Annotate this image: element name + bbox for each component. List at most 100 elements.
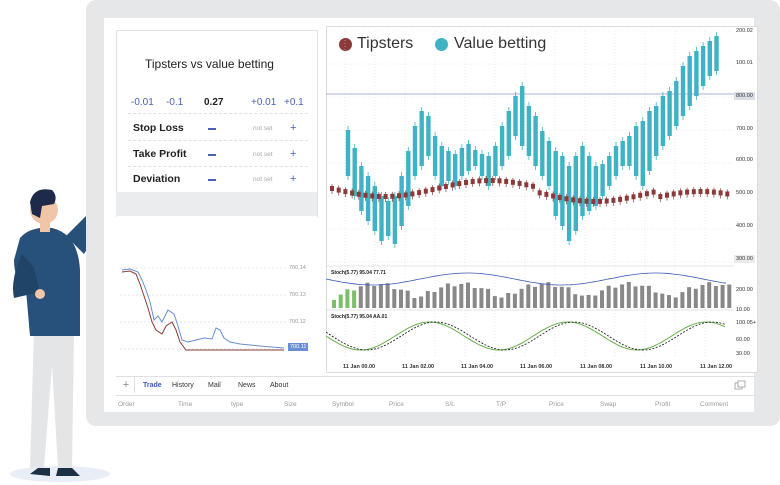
value-step-minus-large[interactable]: -0.1	[166, 97, 184, 108]
mini-tick-label: 700.12	[289, 319, 306, 325]
tipsters-candle	[644, 191, 649, 197]
tipsters-candle	[604, 198, 609, 204]
column-header[interactable]: Size	[284, 401, 297, 408]
stop-loss-value[interactable]: not set	[253, 125, 273, 132]
column-header[interactable]: S/L	[445, 401, 455, 408]
tab-trade[interactable]: Trade	[143, 382, 162, 389]
value-betting-candle	[593, 166, 599, 206]
deviation-plus-button[interactable]: +	[290, 173, 297, 185]
value-betting-candle	[365, 176, 371, 221]
volume-bar	[486, 288, 491, 308]
tipsters-candle	[370, 193, 375, 199]
volume-bar	[700, 285, 705, 308]
value-betting-candle	[406, 151, 411, 206]
deviation-value[interactable]: not set	[253, 176, 273, 183]
stoch-axis-label: 100.05+	[736, 320, 757, 326]
value-step-plus-large[interactable]: +0.1	[284, 97, 304, 108]
panel-footer	[116, 192, 317, 216]
tipsters-candle	[330, 186, 334, 191]
volume-bar	[378, 284, 383, 308]
tipsters-candle	[417, 190, 422, 196]
take-profit-plus-button[interactable]: +	[290, 148, 297, 160]
tipsters-candle	[631, 194, 636, 200]
main-chart[interactable]	[326, 26, 758, 373]
tipsters-candle	[618, 196, 623, 202]
stoch-label-2: Stoch(5.77) 95.04 AA.01	[331, 314, 388, 320]
tab-mail[interactable]: Mail	[208, 382, 221, 389]
value-betting-candle	[479, 154, 485, 176]
value-betting-candle	[466, 144, 471, 171]
price-axis-current: 800.00	[734, 92, 755, 100]
value-betting-candle	[694, 51, 699, 96]
value-step-minus-small[interactable]: -0.01	[131, 97, 154, 108]
mini-current-price: 700.11	[288, 343, 309, 351]
column-header[interactable]: Symbol	[332, 401, 354, 408]
deviation-minus-button[interactable]	[208, 179, 216, 181]
maximize-icon[interactable]	[734, 380, 746, 390]
column-header[interactable]: Swap	[600, 401, 617, 408]
stoch-axis-label: 10.00	[736, 307, 750, 313]
column-header[interactable]: Order	[118, 401, 135, 408]
stop-loss-plus-button[interactable]: +	[290, 122, 297, 134]
tipsters-candle	[651, 189, 656, 195]
column-header[interactable]: T/P	[496, 401, 507, 408]
value-betting-candle	[386, 201, 391, 236]
volume-bar	[559, 286, 564, 308]
volume-bar	[419, 296, 424, 308]
tipsters-candle	[658, 194, 663, 200]
value-betting-candle	[520, 86, 525, 146]
price-axis-label: 200.02	[736, 28, 753, 34]
value-betting-candle	[700, 46, 706, 86]
value-betting-candle	[459, 148, 465, 176]
stop-loss-minus-button[interactable]	[208, 128, 216, 130]
value-betting-candle	[613, 146, 619, 176]
deviation-label: Deviation	[133, 173, 181, 185]
time-axis-label: 11 Jan 04.00	[461, 364, 494, 370]
take-profit-value[interactable]: not set	[253, 151, 273, 158]
mini-series-red	[121, 270, 284, 351]
volume-bar	[687, 287, 692, 308]
tipsters-candle	[598, 198, 602, 204]
column-header[interactable]: type	[231, 401, 244, 408]
value-betting-candle	[506, 111, 511, 156]
column-header[interactable]: Price	[549, 401, 564, 408]
tipsters-candle	[665, 192, 669, 198]
tipsters-candle	[376, 193, 381, 199]
value-betting-candle	[654, 106, 659, 156]
person-illustration	[13, 167, 120, 476]
time-axis-label: 11 Jan 00.00	[343, 364, 376, 370]
value-betting-candle	[560, 156, 565, 226]
separator	[128, 140, 308, 141]
take-profit-minus-button[interactable]	[208, 154, 216, 156]
value-betting-candle	[399, 176, 404, 226]
value-step-plus-small[interactable]: +0.01	[251, 97, 277, 108]
candlestick-plot	[326, 30, 734, 358]
column-header[interactable]: Comment	[700, 401, 729, 408]
column-header[interactable]: Price	[389, 401, 404, 408]
tipsters-candle	[336, 187, 341, 193]
value-betting-candle	[379, 196, 384, 241]
column-header[interactable]: Time	[178, 401, 193, 408]
tab-about[interactable]: About	[270, 382, 289, 389]
price-axis-label: 400.00	[736, 223, 753, 229]
tab-history[interactable]: History	[172, 382, 194, 389]
terminal-tabs-bar	[116, 376, 756, 396]
add-tab-button[interactable]: +	[118, 377, 135, 393]
tipsters-candle	[691, 189, 696, 195]
volume-bar	[506, 292, 511, 308]
column-header[interactable]: Profit	[655, 401, 671, 408]
volume-bar	[707, 282, 712, 308]
value-betting-candle	[533, 116, 538, 166]
tab-news[interactable]: News	[238, 382, 256, 389]
tipsters-candle	[464, 179, 468, 185]
volume-bar	[405, 290, 410, 308]
volume-bar	[586, 294, 591, 308]
stoch-label-1: Stoch(5.77) 95.04 77.71	[331, 270, 386, 276]
tipsters-candle	[383, 193, 388, 199]
value-betting-candle	[640, 121, 645, 186]
value-betting-candle	[439, 146, 444, 186]
value-betting-candle	[566, 166, 572, 241]
volume-bar	[713, 286, 718, 308]
volume-bar	[539, 284, 544, 308]
value-betting-candle	[714, 36, 719, 71]
